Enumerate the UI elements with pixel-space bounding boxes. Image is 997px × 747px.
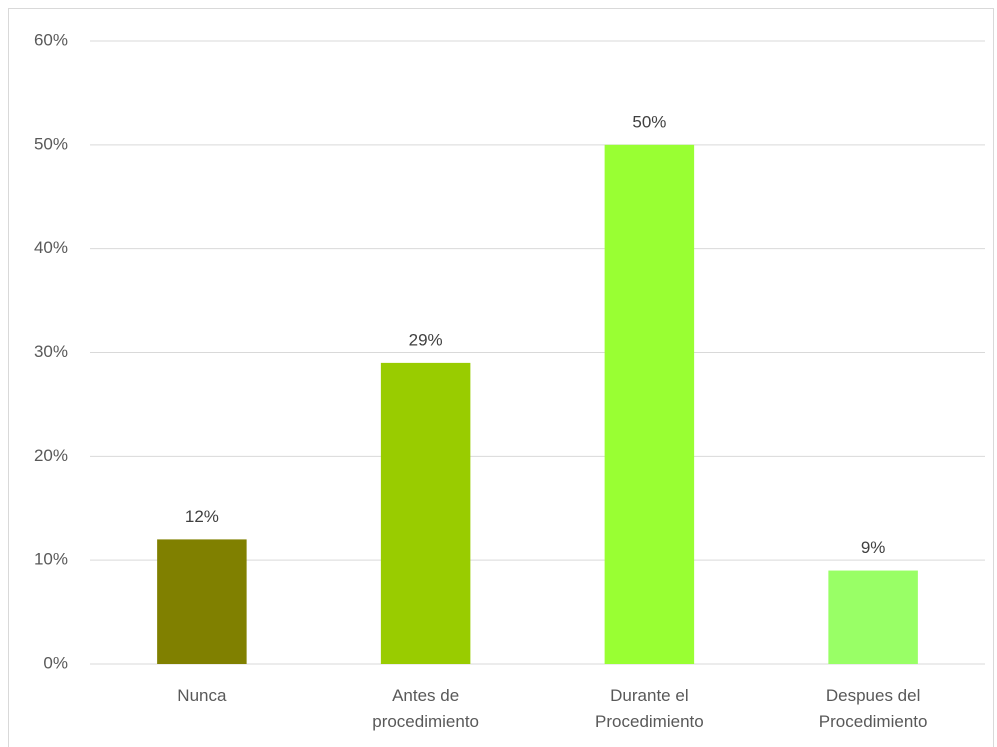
y-tick-label: 40%: [34, 238, 68, 257]
y-tick-label: 60%: [34, 30, 68, 49]
x-tick-label: Despues del Procedimiento: [818, 686, 928, 731]
data-label: 9%: [861, 538, 886, 557]
bar: [828, 570, 918, 664]
y-tick-label: 30%: [34, 342, 68, 361]
bar: [157, 539, 247, 664]
x-tick-label: Antes de procedimiento: [372, 686, 480, 731]
y-tick-label: 0%: [43, 653, 68, 672]
data-label: 12%: [185, 507, 219, 526]
y-tick-label: 10%: [34, 550, 68, 569]
data-label: 50%: [632, 112, 666, 131]
bar: [604, 144, 695, 665]
y-tick-label: 20%: [34, 446, 68, 465]
data-label: 29%: [409, 330, 443, 349]
x-tick-label: Nunca: [177, 686, 227, 705]
bar: [380, 362, 471, 664]
y-tick-label: 50%: [34, 134, 68, 153]
chart-border: [8, 8, 994, 747]
x-tick-label: Durante el Procedimiento: [595, 686, 704, 731]
